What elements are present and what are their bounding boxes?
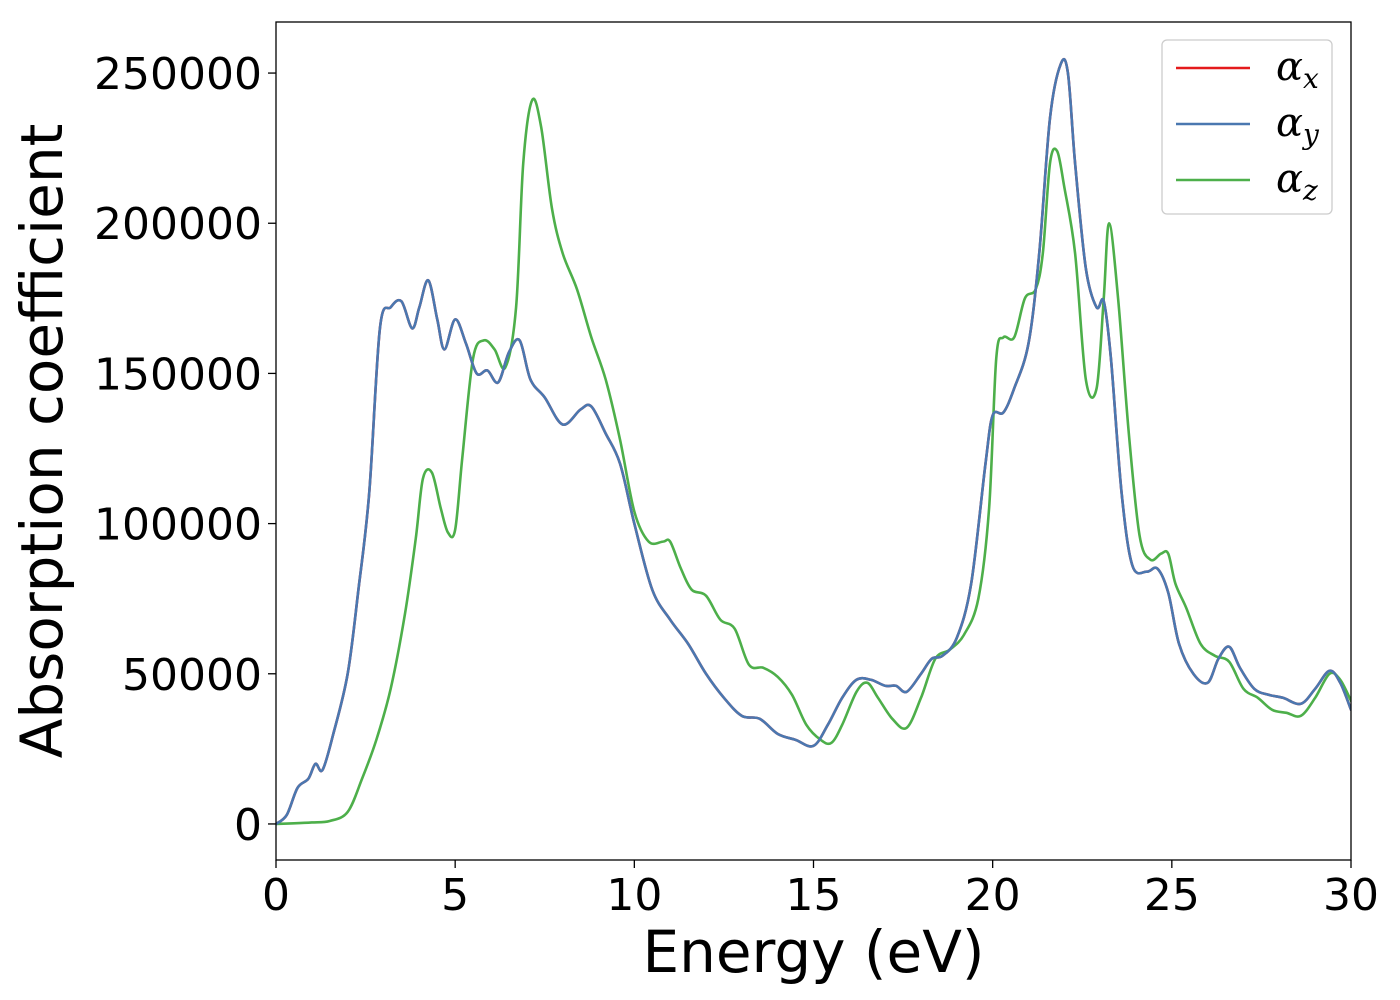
x-tick-label: 10 <box>606 870 662 921</box>
legend-label: αx <box>1276 44 1319 95</box>
x-tick-label: 20 <box>965 870 1021 921</box>
series-line-αz <box>276 97 1351 826</box>
x-tick-label: 25 <box>1144 870 1200 921</box>
y-tick-label: 100000 <box>94 500 262 551</box>
x-tick-label: 30 <box>1323 870 1379 921</box>
y-tick-label: 0 <box>234 800 262 851</box>
series-layer <box>276 57 1351 826</box>
x-axis: 0 5 10 15 20 25 30 <box>262 860 1379 921</box>
x-tick-label: 15 <box>786 870 842 921</box>
legend-label: αy <box>1276 100 1320 151</box>
y-tick-label: 150000 <box>94 349 262 400</box>
legend-box <box>1161 39 1333 215</box>
x-axis-label: Energy (eV) <box>642 918 984 986</box>
y-tick-label: 50000 <box>122 650 262 701</box>
y-axis: 0 50000 100000 150000 200000 250000 <box>94 49 276 851</box>
series-line-αy <box>276 57 1351 826</box>
y-tick-label: 250000 <box>94 49 262 100</box>
y-axis-label: Absorption coefficient <box>8 124 76 759</box>
y-tick-label: 200000 <box>94 199 262 250</box>
legend-label: αz <box>1276 156 1318 207</box>
x-tick-label: 0 <box>262 870 290 921</box>
x-tick-label: 5 <box>441 870 469 921</box>
